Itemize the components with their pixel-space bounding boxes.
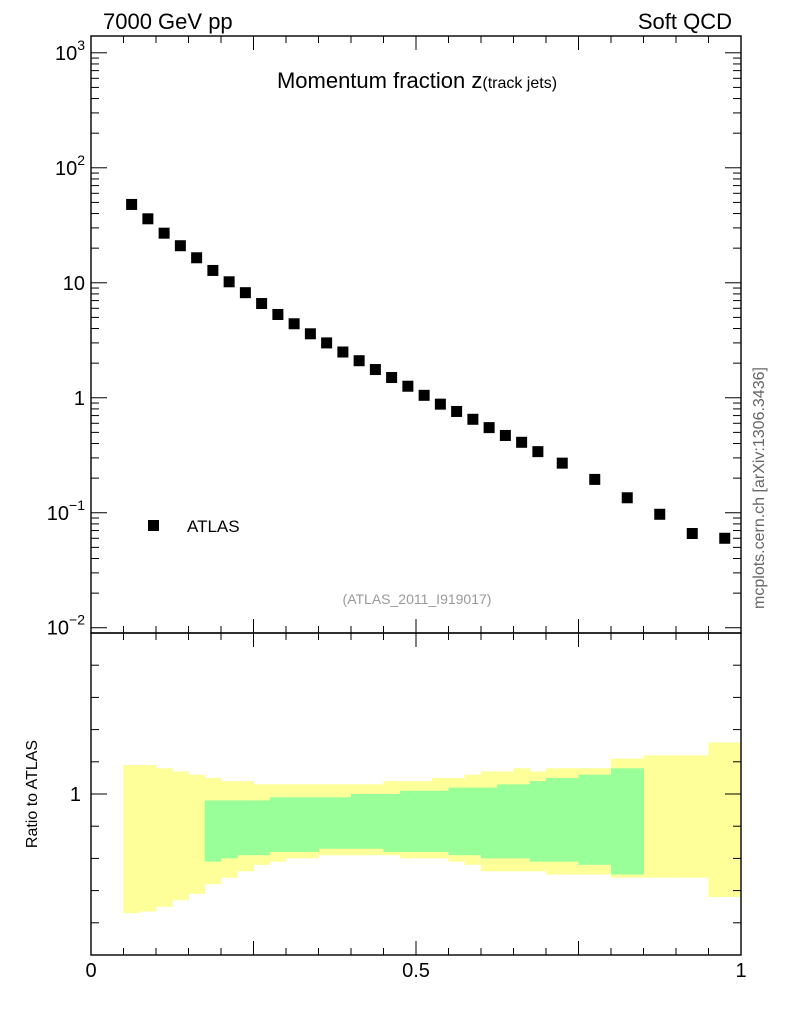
yellow-band-bin <box>676 755 709 878</box>
main-plot-frame <box>90 35 742 634</box>
data-point <box>434 398 446 410</box>
ratio-bands <box>123 742 742 914</box>
y-tick-label: 10−2 <box>47 612 85 640</box>
data-point <box>467 413 479 425</box>
header-left: 7000 GeV pp <box>103 9 233 34</box>
data-point <box>451 405 463 417</box>
ratio-y-axis: 1 <box>70 632 741 956</box>
plot-title-main: Momentum fraction <box>277 68 471 93</box>
green-band-bin <box>513 784 531 859</box>
green-band-bin <box>302 797 319 852</box>
data-point <box>126 198 138 210</box>
green-band-bin <box>611 768 644 875</box>
data-point <box>719 532 731 544</box>
data-point <box>353 355 365 367</box>
green-band-bin <box>318 797 336 849</box>
main-y-axis: 10−2 10−1 1 10 102 103 <box>47 37 741 640</box>
yellow-band-bin <box>643 755 677 878</box>
data-point <box>516 436 528 448</box>
green-band-bin <box>578 774 612 865</box>
legend-label: ATLAS <box>187 517 240 536</box>
main-x-ticks <box>90 36 742 633</box>
green-band-bin <box>529 781 547 862</box>
ratio-plot-panel: 1 0 0.5 1 Ratio to ATLAS <box>24 632 747 982</box>
green-band-bin <box>546 777 579 862</box>
x-tick-label: 0 <box>85 960 96 982</box>
yellow-band-bin <box>188 774 206 894</box>
y-tick-label: 10−1 <box>47 497 85 525</box>
green-band-bin <box>351 794 368 849</box>
green-band-bin <box>367 794 384 849</box>
x-tick-label: 0.5 <box>402 960 430 982</box>
analysis-id: (ATLAS_2011_I919017) <box>343 591 492 607</box>
green-band-bin <box>286 797 303 852</box>
green-band-bin <box>416 790 433 852</box>
data-point <box>288 318 300 330</box>
yellow-band-bin <box>156 768 173 907</box>
green-band-bin <box>432 790 449 852</box>
ratio-x-ticks: 0 0.5 1 <box>85 633 747 982</box>
data-point <box>402 380 414 392</box>
green-band-bin <box>464 787 482 856</box>
plot-title-sub: (track jets) <box>482 75 557 92</box>
ratio-y-tick-label: 1 <box>70 784 81 806</box>
y-tick-label: 103 <box>55 37 85 65</box>
data-point <box>532 446 544 458</box>
data-point <box>223 276 235 288</box>
data-point <box>256 298 268 310</box>
legend-marker <box>148 520 159 531</box>
green-band-bin <box>497 784 514 859</box>
x-tick-label: 1 <box>735 960 746 982</box>
data-point <box>386 372 398 384</box>
data-point <box>556 457 568 469</box>
data-point <box>191 252 203 264</box>
data-point <box>304 328 316 340</box>
green-band-bin <box>269 797 287 852</box>
atlas-data-points <box>126 198 731 544</box>
legend: ATLAS <box>148 517 240 536</box>
y-tick-label: 102 <box>55 152 85 180</box>
green-band-bin <box>383 794 401 852</box>
data-point <box>337 346 349 358</box>
data-point <box>207 264 219 276</box>
data-point <box>239 287 251 299</box>
y-tick-label: 10 <box>63 273 85 295</box>
green-band-bin <box>253 800 271 856</box>
data-point <box>589 473 601 485</box>
yellow-band-bin <box>708 742 742 898</box>
green-band-bin <box>481 787 498 859</box>
plot-title-z: z <box>471 68 482 93</box>
data-point <box>174 240 186 252</box>
green-band-bin <box>334 797 352 849</box>
data-point <box>483 422 495 434</box>
plot-title: Momentum fraction z(track jets) <box>277 68 557 93</box>
green-band-bin <box>221 800 238 859</box>
green-band-bin <box>399 790 417 852</box>
main-plot-panel: Momentum fraction z(track jets) (ATLAS_2… <box>47 35 742 640</box>
data-point <box>418 389 430 401</box>
data-point <box>621 492 633 504</box>
data-point <box>321 337 333 349</box>
data-point <box>654 508 666 520</box>
data-point <box>142 213 154 225</box>
data-point <box>499 429 511 441</box>
side-label: mcplots.cern.ch [arXiv:1306.3436] <box>751 367 768 609</box>
green-band-bin <box>204 800 222 862</box>
green-band-bin <box>448 787 466 856</box>
data-point <box>158 227 170 239</box>
yellow-band-bin <box>123 765 141 914</box>
header-right: Soft QCD <box>638 9 732 34</box>
yellow-band-bin <box>172 771 189 901</box>
yellow-band-bin <box>139 765 157 912</box>
data-point <box>272 308 284 320</box>
data-point <box>369 364 381 376</box>
y-tick-label: 1 <box>74 388 85 410</box>
data-point <box>686 528 698 540</box>
green-band-bin <box>237 800 254 856</box>
ratio-y-label: Ratio to ATLAS <box>24 740 41 848</box>
